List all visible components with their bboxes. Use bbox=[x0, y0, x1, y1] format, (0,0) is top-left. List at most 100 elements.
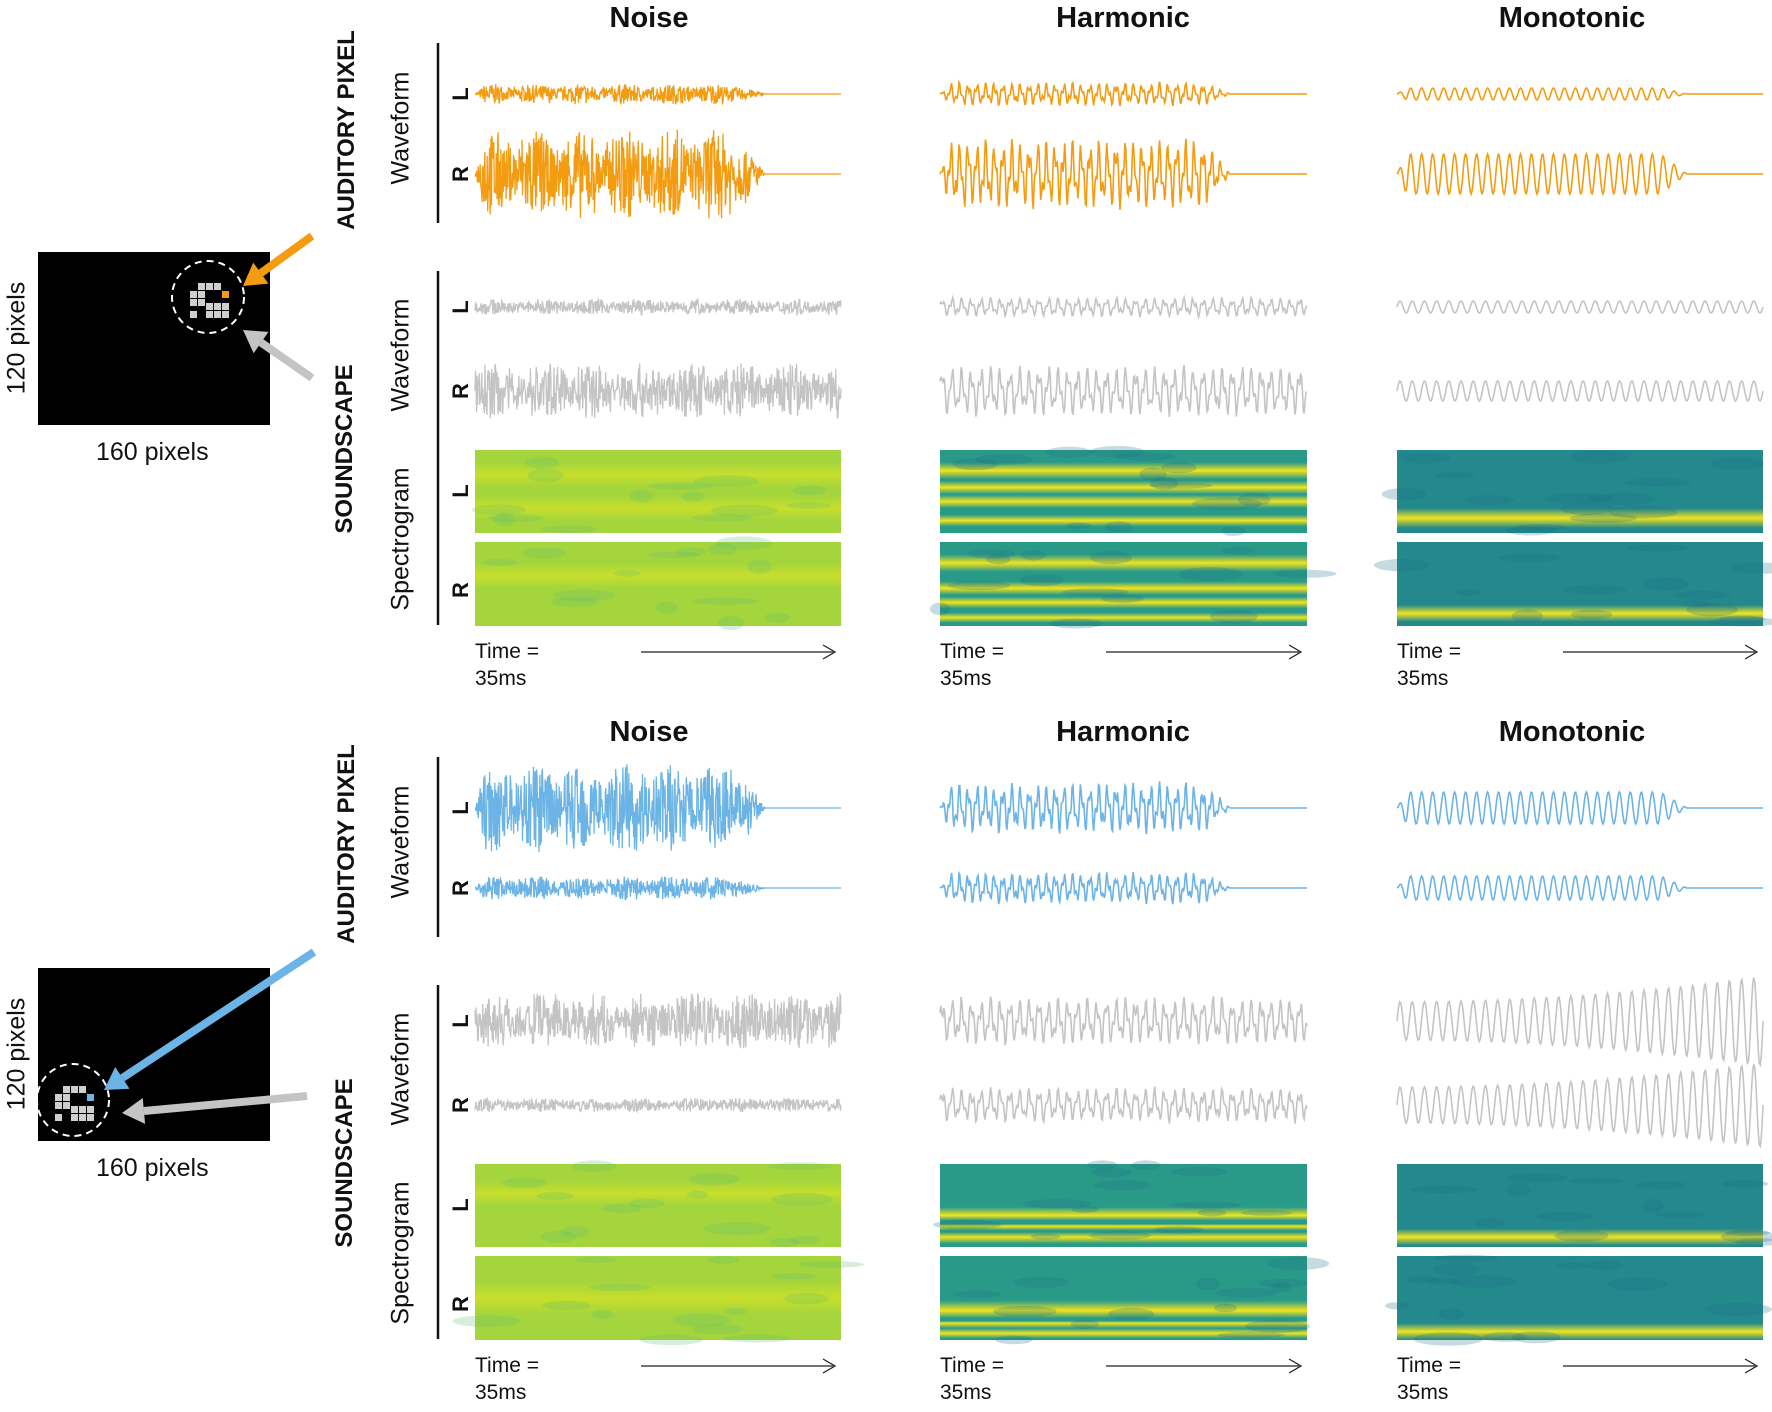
selected-pixel bbox=[87, 1094, 94, 1101]
spectrogram-left-texture bbox=[1172, 1201, 1241, 1209]
spectrogram-right-texture bbox=[995, 1335, 1033, 1345]
channel-label-left: L bbox=[448, 300, 473, 314]
spectrogram-right-texture bbox=[1020, 550, 1046, 561]
spectrogram-left-texture bbox=[691, 514, 754, 522]
waveform-label: Waveform bbox=[386, 785, 415, 899]
auditory-pixel-waveform-right bbox=[939, 870, 1307, 906]
spectrogram-right-texture bbox=[550, 596, 599, 607]
spectrogram-right-texture bbox=[1089, 551, 1133, 565]
spectrogram-left-texture bbox=[1436, 472, 1475, 479]
auditory-pixel-waveform-left bbox=[1396, 86, 1763, 102]
pixel bbox=[214, 311, 221, 318]
spectrogram-left-texture bbox=[571, 1160, 617, 1172]
pixel bbox=[198, 291, 205, 298]
spectrogram-right-texture bbox=[613, 570, 641, 577]
spectrogram-left-texture bbox=[1569, 513, 1638, 523]
spectrogram-right-texture bbox=[1511, 1331, 1561, 1344]
spectrogram-left bbox=[475, 1164, 841, 1247]
spectrogram-left-texture bbox=[647, 482, 715, 490]
spectrogram-left-texture bbox=[1462, 495, 1515, 505]
channel-label-left: L bbox=[448, 87, 473, 101]
spectrogram-left-texture bbox=[1091, 1167, 1132, 1178]
spectrogram-right-texture bbox=[722, 1334, 792, 1343]
soundscape-waveform-left bbox=[474, 992, 842, 1049]
spectrogram-right bbox=[475, 542, 841, 626]
spectrogram-right-texture bbox=[1438, 1308, 1465, 1320]
spectrogram-right-texture bbox=[717, 616, 745, 631]
spectrogram-right-texture bbox=[1385, 1302, 1410, 1310]
spectrogram-left-texture bbox=[1608, 505, 1678, 519]
spectrogram-left-texture bbox=[1536, 1212, 1593, 1222]
soundscape-waveform-right bbox=[1396, 1063, 1764, 1149]
spectrogram-left-texture bbox=[1506, 1182, 1531, 1197]
pixel bbox=[55, 1102, 62, 1109]
channel-label-left: L bbox=[448, 801, 473, 815]
receptive-field-circle bbox=[36, 1063, 110, 1137]
waveform-label: Waveform bbox=[386, 298, 415, 412]
channel-label-right: R bbox=[448, 1097, 473, 1113]
spectrogram-right-texture bbox=[1586, 1260, 1623, 1271]
pixel bbox=[214, 283, 221, 290]
spectrogram-left-texture bbox=[1636, 1180, 1687, 1189]
spectrogram-right-texture bbox=[1062, 588, 1129, 596]
spectrogram-left-texture bbox=[1171, 1167, 1228, 1177]
spectrogram-left-texture bbox=[1623, 478, 1692, 487]
spectrogram-left-texture bbox=[769, 1237, 800, 1247]
spectrogram-right-texture bbox=[1195, 1278, 1221, 1291]
spectrogram-right-texture bbox=[947, 580, 1011, 591]
spectrogram-left-texture bbox=[1104, 521, 1133, 532]
spectrogram-left-texture bbox=[1153, 1226, 1205, 1234]
spectrogram-left-texture bbox=[703, 1222, 771, 1236]
spectrogram-right-texture bbox=[1100, 594, 1144, 603]
spectrogram-right-texture bbox=[1049, 618, 1104, 629]
spectrogram-left-texture bbox=[1513, 524, 1567, 531]
spectrogram-right-texture bbox=[1209, 609, 1258, 624]
channel-label-right: R bbox=[448, 582, 473, 598]
spectrogram-right-texture bbox=[1267, 1256, 1330, 1270]
spectrogram-right-texture bbox=[1456, 588, 1480, 596]
spectrogram-right-texture bbox=[481, 559, 519, 566]
spectrogram-left-texture bbox=[768, 1162, 833, 1171]
spectrogram-right-texture bbox=[1718, 615, 1766, 623]
pixel bbox=[222, 311, 229, 318]
pixel bbox=[222, 303, 229, 310]
pixel bbox=[63, 1094, 70, 1101]
column-title-harmonic: Harmonic bbox=[1056, 2, 1190, 34]
pixel bbox=[79, 1086, 86, 1093]
time-arrowhead-icon bbox=[1744, 1358, 1759, 1374]
spectrogram-right-texture bbox=[1070, 1319, 1100, 1329]
spectrogram-right-texture bbox=[574, 1256, 617, 1263]
spectrogram-left-texture bbox=[502, 1177, 548, 1189]
pixel bbox=[71, 1086, 78, 1093]
column-title-monotonic: Monotonic bbox=[1498, 716, 1646, 748]
spectrogram-right-texture bbox=[1245, 1319, 1310, 1334]
pixel bbox=[87, 1114, 94, 1121]
spectrogram-left-texture bbox=[1161, 461, 1197, 474]
time-value: 35ms bbox=[1397, 667, 1449, 690]
spectrogram-right-texture bbox=[771, 1273, 818, 1280]
spectrogram-right-texture bbox=[552, 589, 615, 602]
channel-label-right: R bbox=[448, 1296, 473, 1312]
soundscape-waveform-right bbox=[939, 1085, 1308, 1125]
spectrogram-right-texture bbox=[1214, 1287, 1278, 1298]
pixel bbox=[206, 311, 213, 318]
spectrogram-right-texture bbox=[1432, 1262, 1480, 1277]
spectrogram-left-texture bbox=[1642, 1199, 1664, 1213]
spectrogram-right-texture bbox=[747, 559, 772, 574]
spectrogram-left-texture bbox=[1735, 1238, 1772, 1246]
auditory-pixel-waveform-left bbox=[939, 781, 1307, 835]
spectrogram-right bbox=[940, 542, 1307, 626]
spectrogram-left bbox=[940, 1164, 1307, 1247]
spectrogram-right-texture bbox=[707, 1256, 740, 1264]
time-label: Time = bbox=[940, 640, 1004, 663]
spectrogram-left-texture bbox=[1720, 1179, 1769, 1188]
auditory-pixel-waveform-left bbox=[1396, 790, 1763, 826]
spectrogram-left-texture bbox=[1381, 488, 1427, 501]
pixel bbox=[190, 311, 197, 318]
spectrogram-right-texture bbox=[1413, 1332, 1484, 1346]
channel-label-left: L bbox=[448, 1198, 473, 1212]
spectrogram-right-texture bbox=[1570, 609, 1613, 620]
spectrogram-right-texture bbox=[1221, 546, 1254, 555]
spectrogram-right-texture bbox=[1373, 558, 1429, 572]
